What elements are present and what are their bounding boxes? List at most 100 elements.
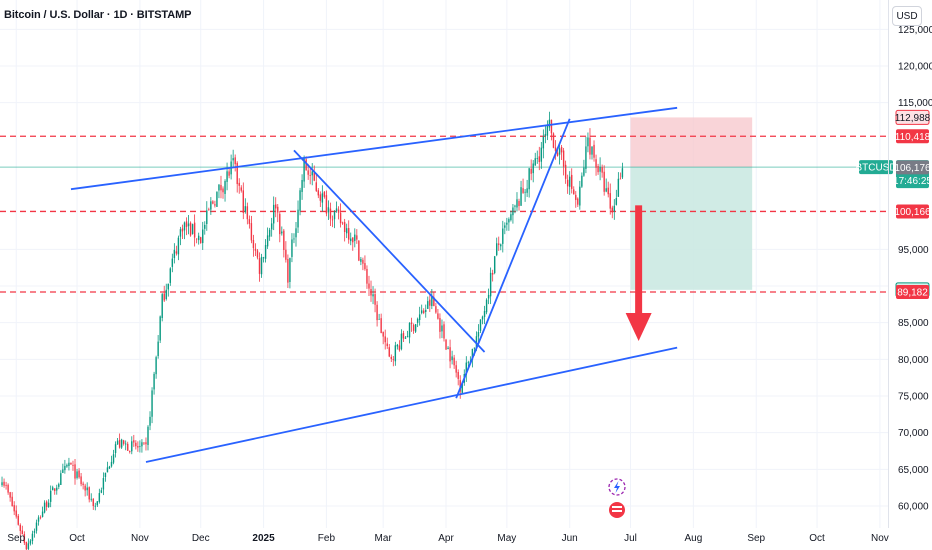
candle [337,206,340,220]
price-tick-label: 125,000 [898,25,932,36]
candle [498,236,500,251]
time-axis[interactable]: Sep Oct Nov Dec 2025 Feb Mar Apr May Jun Jul Aug Sep… [7,533,888,544]
candle-body [496,243,498,256]
trendline[interactable] [70,106,678,191]
price-tag: 110,418 [895,129,931,144]
candle [398,340,401,352]
candle-body [27,543,30,549]
candle [145,437,147,451]
candle-body [360,258,362,262]
candle [197,232,200,245]
candle [127,441,129,451]
candle-body [90,498,92,500]
candle [408,322,411,344]
candle-body [341,222,344,224]
currency-button[interactable]: USD [892,6,922,26]
price-tag: 89,182 [896,284,929,299]
price-tag-box [896,204,929,219]
candle-body [161,294,163,318]
candle-body [562,150,565,167]
candle-body [619,178,622,180]
candle-body [433,297,435,307]
candle [3,478,5,488]
trendlines[interactable] [70,106,678,463]
stop-loss-zone[interactable] [630,117,753,168]
candle-body [591,146,593,155]
candle [414,323,417,333]
candle [106,461,109,473]
candle-body [149,416,151,426]
candle-body [544,134,547,136]
candle-body [167,283,169,290]
candle-body [80,476,82,485]
candle [443,321,445,342]
candle-body [52,487,54,491]
candle-body [406,336,409,338]
candle [396,343,399,350]
event-icons[interactable] [608,478,626,518]
flag-stripe [612,506,622,508]
news-event-icon[interactable] [608,478,626,496]
candle [597,163,599,175]
take-profit-zone[interactable] [630,167,753,290]
arrow-shaft[interactable] [635,205,643,315]
candle-body [414,324,417,332]
candle [139,440,141,453]
economic-event-icon[interactable] [609,502,625,518]
candle-body [467,362,470,364]
trendline[interactable] [293,149,486,353]
candle-body [352,237,354,243]
candle [546,120,549,141]
candle [120,438,123,449]
position-zones[interactable] [630,117,753,290]
candle-body [382,331,384,337]
trendline[interactable] [145,346,678,463]
projection-arrow[interactable] [625,205,652,341]
candle [161,293,163,322]
candle-body [542,136,545,149]
candle [212,200,214,205]
candle [526,179,528,197]
candle [157,335,159,359]
candle-body [31,533,34,541]
candle [129,450,131,454]
time-tick-label: May [497,533,516,544]
candle [319,191,322,208]
candle-body [309,175,311,176]
candle-body [240,187,242,191]
candle-body [609,193,611,209]
candle [518,198,520,211]
candle [447,346,449,350]
arrow-head[interactable] [625,313,652,341]
candle-body [581,175,583,187]
candle-body [366,268,368,284]
candle [400,329,403,351]
candle [485,298,488,315]
candle-body [538,156,540,163]
candle [248,215,251,229]
candle [200,236,202,244]
candle [550,119,553,141]
candle-body [60,473,62,485]
candle-body [165,289,167,300]
candle-body [143,442,145,444]
candle [181,224,184,239]
candle [88,486,90,503]
candle [412,323,415,334]
horizontal-levels[interactable] [0,135,888,293]
candle [425,304,427,318]
candle-body [305,159,307,171]
candle [568,171,571,195]
candle-body [311,171,313,176]
candle [206,201,208,231]
candle [5,481,7,490]
price-axis[interactable]: 60,000 65,000 70,000 75,000 80,000 85,000 95,0… [898,25,932,513]
trendline[interactable] [455,118,571,399]
candle [540,141,543,169]
candle-body [200,237,202,243]
candle-body [457,371,459,379]
candle [554,140,557,160]
candle [508,217,510,231]
candle-body [445,339,447,350]
